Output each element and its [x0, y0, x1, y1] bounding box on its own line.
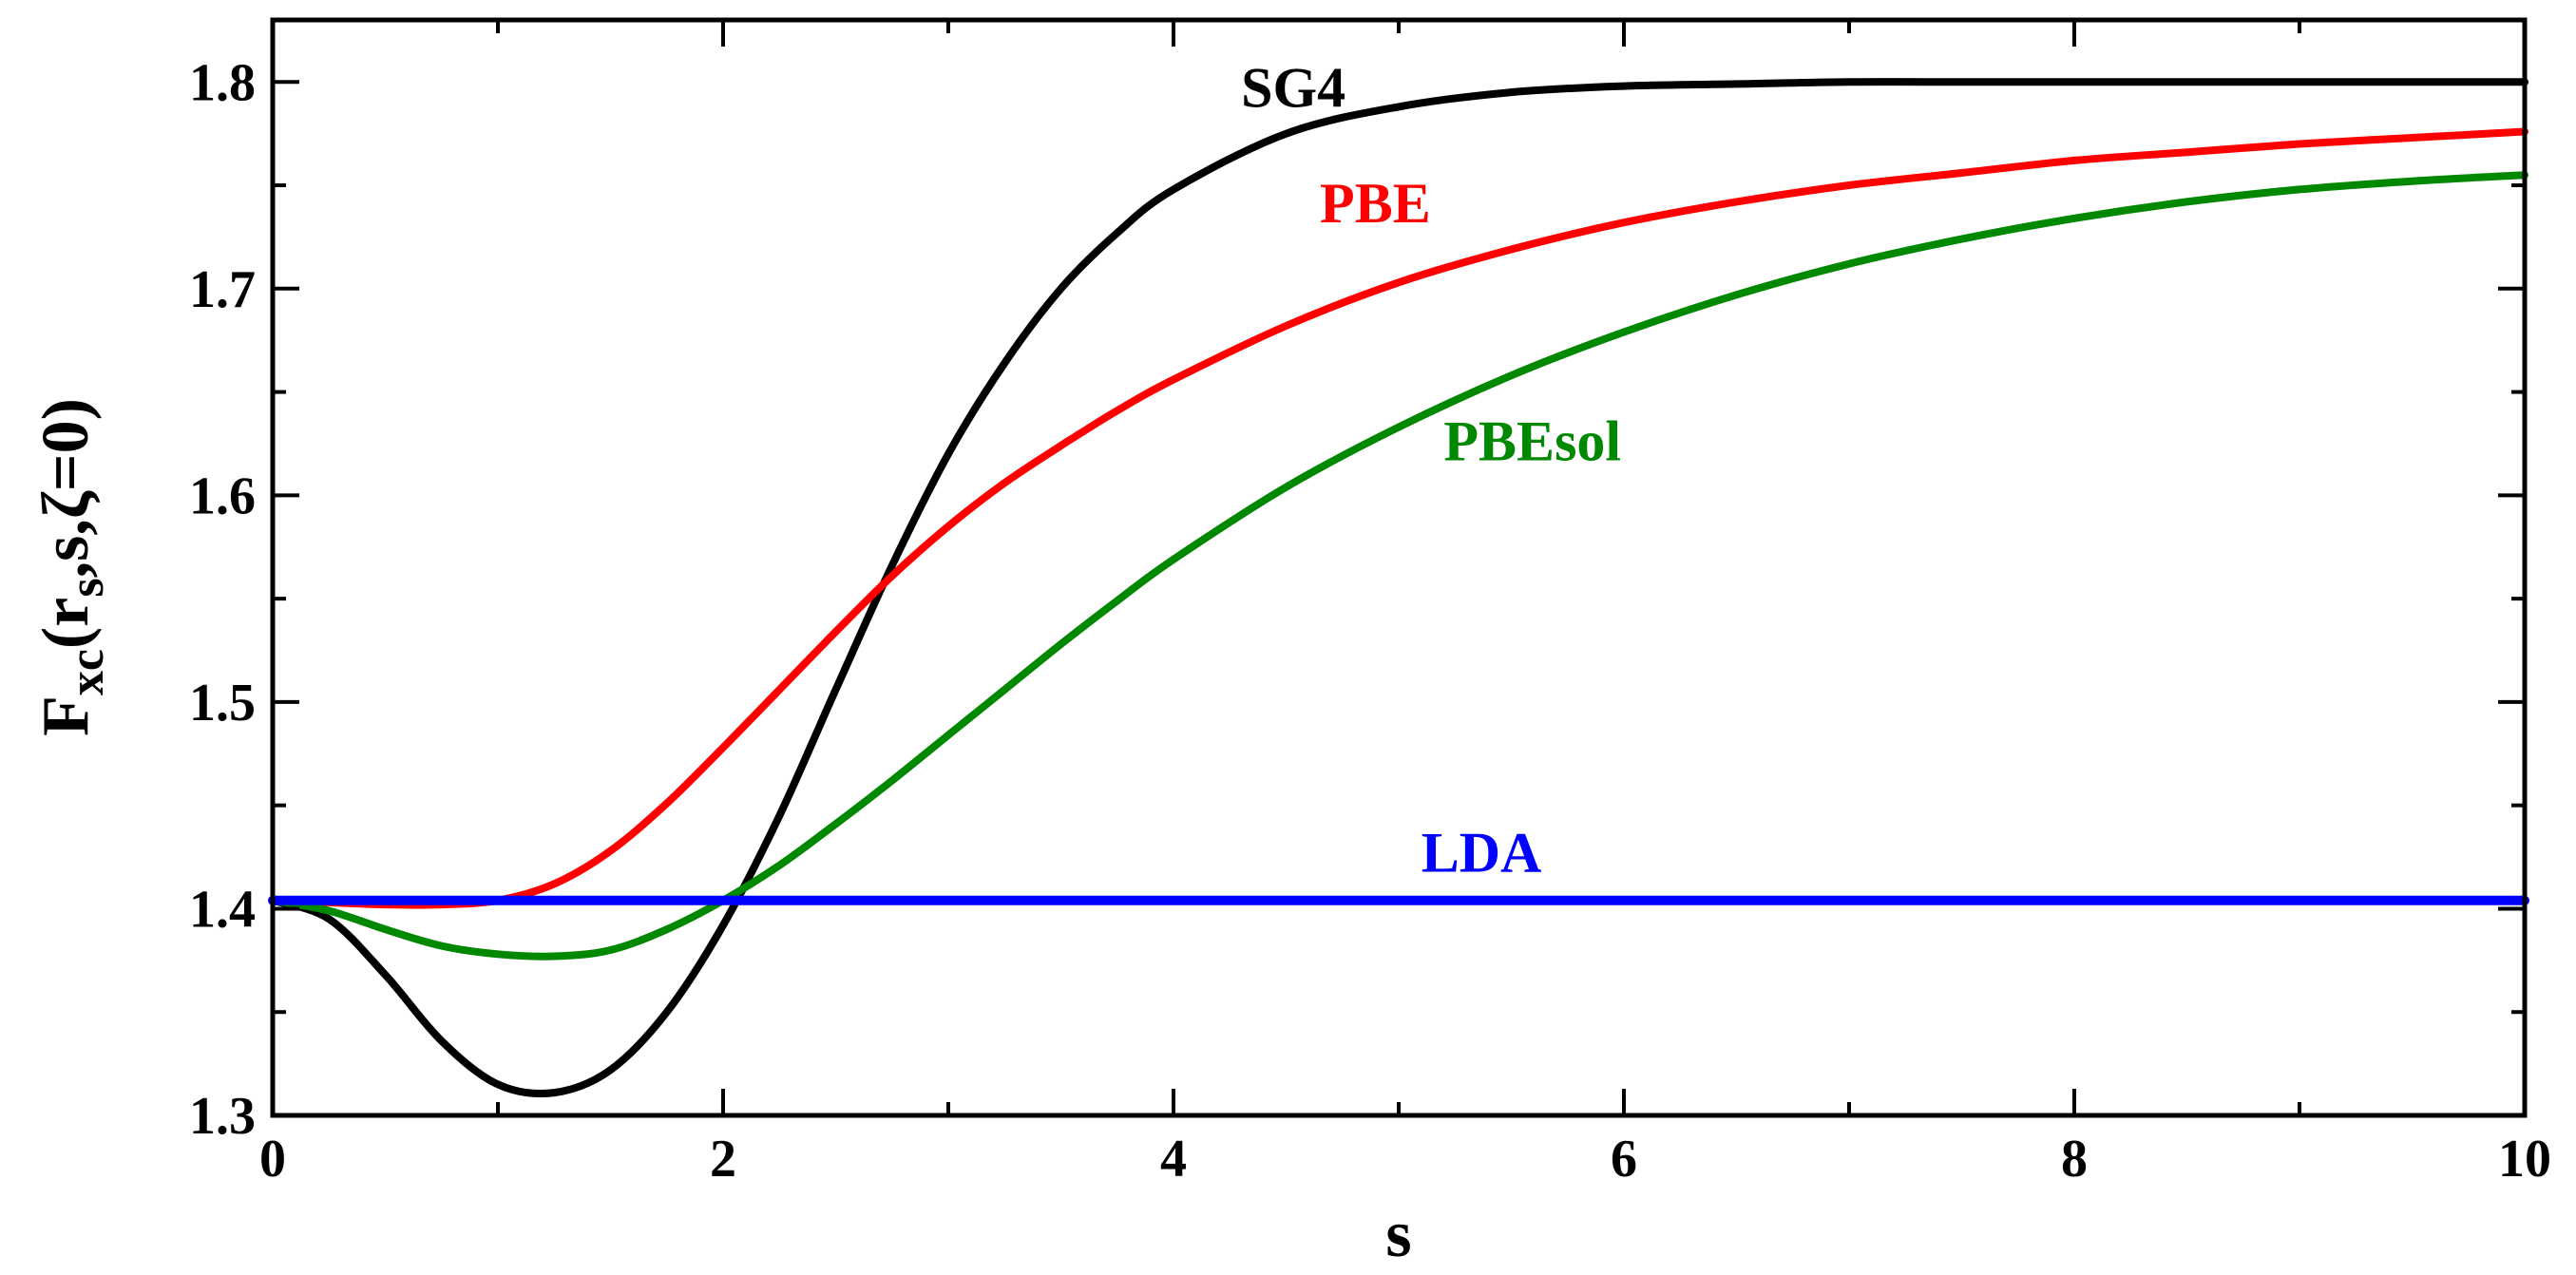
y-axis-label: Fxc(rs,s,ζ=0) — [29, 398, 114, 736]
series-line-pbesol — [269, 171, 2528, 961]
plot-frame — [270, 17, 2528, 1118]
series-line-sg4 — [269, 78, 2528, 1098]
series-label-sg4: SG4 — [1241, 56, 1345, 119]
y-tick-label: 1.6 — [189, 466, 256, 525]
y-tick-label: 1.7 — [189, 260, 256, 319]
x-tick-label: 10 — [2498, 1130, 2551, 1189]
y-axis-label-base: F — [29, 695, 103, 736]
y-tick-label: 1.5 — [189, 674, 256, 733]
series-label-lda: LDA — [1422, 821, 1542, 884]
y-axis-label-sub1: xc — [60, 649, 114, 695]
x-tick-label: 4 — [1160, 1130, 1187, 1189]
series-label-pbesol: PBEsol — [1443, 409, 1621, 472]
series-label-pbe: PBE — [1320, 172, 1431, 235]
x-tick-label: 6 — [1611, 1130, 1637, 1189]
ticks-layer: 0 2 4 6 8 10 1.3 1.4 1.5 1.6 1.7 1.8 — [189, 20, 2551, 1189]
y-tick-label: 1.3 — [189, 1087, 256, 1146]
y-axis-label-rest: ,s,ζ=0) — [29, 398, 103, 578]
x-tick-label: 2 — [710, 1130, 736, 1189]
x-tick-label: 0 — [259, 1130, 286, 1189]
y-tick-label: 1.8 — [189, 53, 256, 112]
y-axis-label-sub2: s — [60, 578, 114, 597]
x-axis-label: s — [1385, 1198, 1411, 1271]
x-tick-label: 8 — [2061, 1130, 2088, 1189]
y-tick-label: 1.4 — [189, 880, 256, 939]
labels-layer: SG4 PBE PBEsol LDA — [1241, 56, 1621, 884]
series-line-pbe — [269, 127, 2528, 909]
y-axis-label-open: (r — [29, 598, 103, 649]
series-layer — [268, 78, 2529, 1098]
